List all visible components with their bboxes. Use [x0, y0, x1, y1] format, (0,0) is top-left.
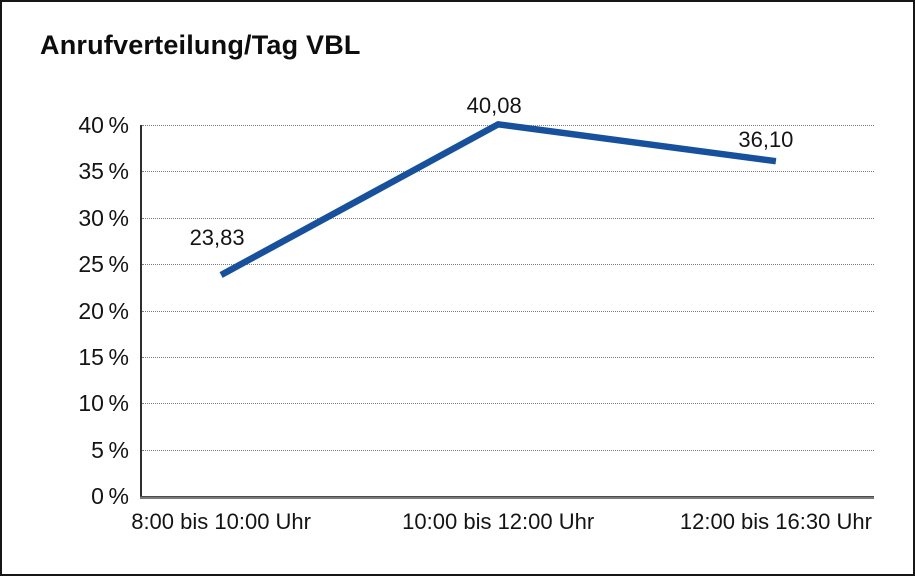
gridline	[142, 217, 874, 219]
y-axis-tick-label: 0 %	[91, 483, 129, 509]
y-axis-tick-label: 10 %	[78, 390, 129, 417]
data-point-label: 40,08	[466, 93, 522, 119]
y-axis-line	[140, 125, 142, 498]
x-axis-category-label: 12:00 bis 16:30 Uhr	[679, 509, 872, 534]
data-point-label: 23,83	[189, 225, 245, 250]
y-axis-tick-label: 25 %	[78, 251, 129, 278]
y-axis-tick-label: 15 %	[78, 343, 129, 370]
plot-area: 0 % 5 % 10 % 15 % 20 % 25 % 30 % 35 % 40 % 8:00 b…	[78, 93, 874, 534]
y-axis-tick-label: 35 %	[78, 158, 129, 185]
x-axis-line	[140, 496, 874, 499]
chart-title: Anrufverteilung/Tag VBL	[40, 30, 361, 60]
data-series	[219, 120, 777, 278]
y-axis-tick-label: 40 %	[78, 112, 129, 138]
y-axis-tick-label: 20 %	[78, 297, 129, 324]
gridline	[142, 264, 874, 266]
gridline	[142, 171, 874, 173]
gridline	[142, 310, 874, 312]
x-axis-category-label: 8:00 bis 10:00 Uhr	[131, 509, 311, 534]
data-point-label: 36,10	[738, 127, 794, 153]
gridline	[142, 449, 874, 451]
gridline	[142, 403, 874, 405]
gridline	[142, 356, 874, 358]
x-axis-category-label: 10:00 bis 12:00 Uhr	[402, 509, 595, 534]
y-axis-tick-label: 30 %	[78, 204, 129, 231]
y-axis-tick-label: 5 %	[91, 436, 129, 463]
data-series-line	[219, 120, 777, 278]
